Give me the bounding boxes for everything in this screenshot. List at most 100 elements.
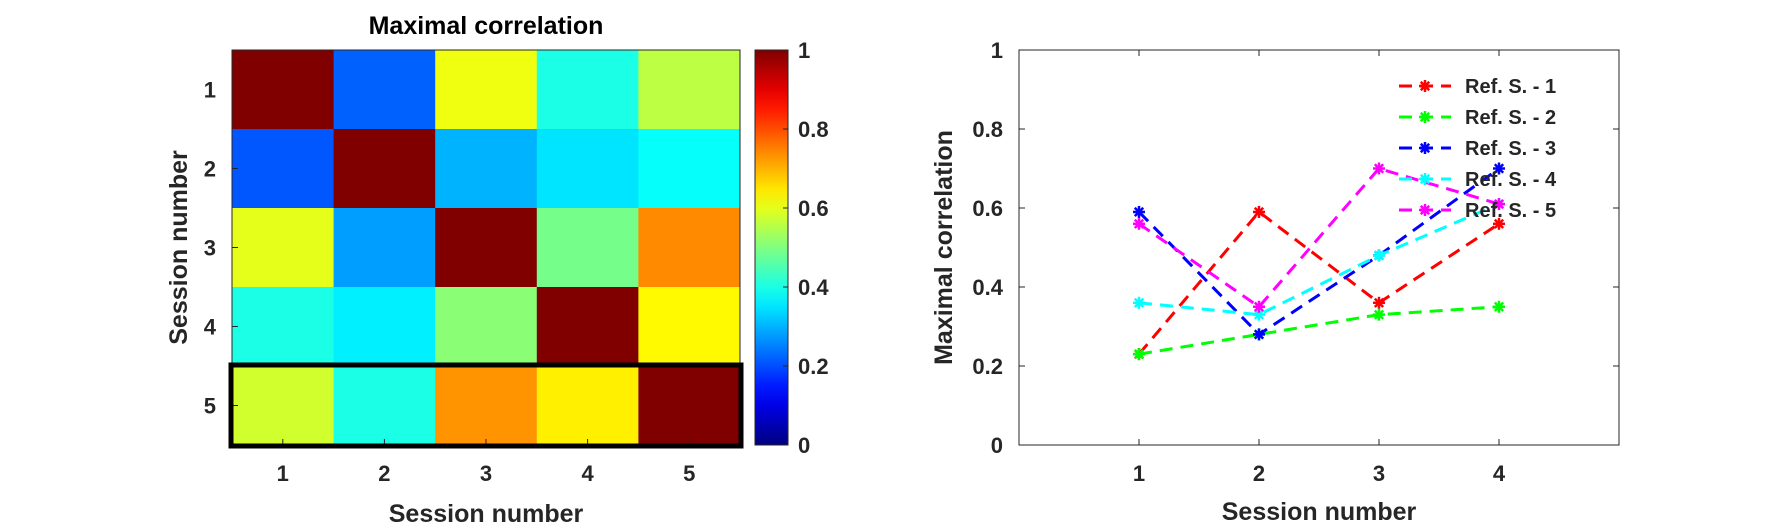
data-point [1493, 217, 1505, 230]
heatmap-cell [435, 287, 538, 367]
heatmap-cell [333, 366, 436, 446]
data-point [1419, 111, 1431, 123]
data-point [1373, 296, 1385, 309]
series-line [1138, 305, 1500, 356]
marker-stroke [1493, 163, 1505, 174]
marker-stroke [1253, 309, 1265, 320]
colorbar-tick-label: 1 [798, 38, 810, 63]
colorbar-bar [754, 49, 789, 446]
colorbar-tick-label: 0.2 [798, 354, 829, 379]
x-tick-label: 1 [1133, 461, 1145, 486]
marker-stroke [1419, 142, 1431, 154]
y-tick-label: 0.4 [972, 275, 1003, 300]
heatmap-cell [536, 129, 639, 209]
marker-stroke [1253, 206, 1265, 218]
data-point [1419, 173, 1431, 185]
data-point [1493, 300, 1505, 313]
marker-stroke [1373, 297, 1385, 308]
data-point [1133, 205, 1145, 218]
y-axis-label: Maximal correlation [930, 130, 958, 365]
y-axis-label: Session number [165, 150, 193, 345]
y-tick-label: 5 [204, 394, 216, 419]
y-tick-label: 0.2 [972, 354, 1003, 379]
marker-stroke [1493, 301, 1505, 312]
heatmap-cell [536, 50, 639, 130]
marker-stroke [1253, 301, 1265, 312]
y-tick-label: 1 [204, 78, 216, 103]
data-point [1133, 348, 1145, 361]
marker-stroke [1253, 329, 1265, 340]
heatmap-cell [232, 208, 335, 288]
data-point [1133, 217, 1145, 230]
heatmap-cell [333, 287, 436, 367]
x-tick-label: 4 [581, 461, 594, 486]
marker-stroke [1373, 250, 1385, 261]
marker-stroke [1133, 206, 1145, 218]
data-point [1133, 296, 1145, 309]
marker-stroke [1419, 204, 1431, 216]
marker-stroke [1419, 80, 1431, 92]
plot-area [1018, 49, 1620, 446]
heatmap-chart: 1 2 3 4 5 1 2 3 4 5 Maximal correlation Session num… [165, 12, 744, 528]
y-tick-label: 0 [991, 433, 1003, 458]
data-point [1493, 198, 1505, 211]
heatmap-cell [536, 287, 639, 367]
heatmap-cell [435, 208, 538, 288]
data-point [1419, 142, 1431, 154]
heatmap-cell [638, 287, 741, 367]
highlight-box [228, 362, 744, 449]
legend-label: Ref. S. - 1 [1465, 76, 1556, 98]
x-tick-label: 4 [1493, 461, 1506, 486]
heatmap-cell [333, 208, 436, 288]
y-tick-label: 0.8 [972, 117, 1003, 142]
y-tick-label: 1 [991, 38, 1003, 63]
heatmap-cell [232, 129, 335, 209]
series-line [1138, 166, 1500, 309]
heatmap-cell [232, 366, 335, 446]
legend-label: Ref. S. - 5 [1465, 200, 1556, 222]
legend-label: Ref. S. - 2 [1465, 107, 1556, 129]
marker-stroke [1373, 163, 1385, 174]
marker-stroke [1133, 218, 1145, 229]
marker-stroke [1133, 349, 1145, 360]
x-tick-label: 2 [378, 461, 390, 486]
heatmap-cell [536, 208, 639, 288]
heatmap-cell [638, 50, 741, 130]
data-point [1253, 300, 1265, 313]
heatmap-cell [435, 50, 538, 130]
x-axis-label: Session number [389, 500, 584, 528]
x-tick-label: 5 [683, 461, 695, 486]
series-line [1138, 202, 1500, 317]
colorbar-tick-label: 0.8 [798, 117, 829, 142]
heatmap-cell [232, 50, 335, 130]
data-point [1419, 80, 1431, 92]
data-point [1419, 204, 1431, 216]
data-point [1253, 205, 1265, 218]
heatmap-cell [333, 129, 436, 209]
heatmap-cell [435, 366, 538, 446]
legend-label: Ref. S. - 3 [1465, 138, 1556, 160]
x-tick-label: 2 [1253, 461, 1265, 486]
data-point [1253, 328, 1265, 341]
x-tick-label: 1 [277, 461, 289, 486]
colorbar: 0 0.2 0.4 0.6 0.8 1 [754, 38, 829, 458]
marker-stroke [1419, 173, 1431, 185]
heatmap-cell [232, 287, 335, 367]
legend-label: Ref. S. - 4 [1465, 169, 1557, 191]
x-axis-label: Session number [1222, 498, 1417, 526]
heatmap-cell [638, 208, 741, 288]
colorbar-tick-label: 0.4 [798, 275, 829, 300]
x-tick-label: 3 [1373, 461, 1385, 486]
colorbar-tick-label: 0 [798, 433, 810, 458]
colorbar-tick-label: 0.6 [798, 196, 829, 221]
marker-stroke [1493, 198, 1505, 210]
data-point [1373, 308, 1385, 321]
y-tick-label: 4 [204, 315, 217, 340]
heatmap-cell [333, 50, 436, 130]
heatmap-cell [638, 366, 741, 446]
data-point [1373, 162, 1385, 175]
series-line [1137, 167, 1500, 337]
marker-stroke [1493, 218, 1505, 229]
data-point [1373, 249, 1385, 262]
